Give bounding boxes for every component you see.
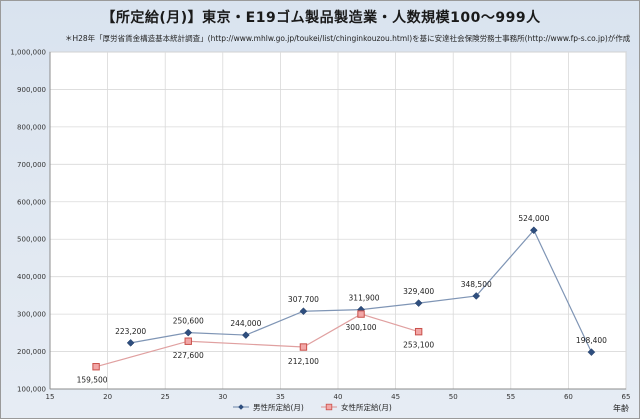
data-label: 311,900 [349, 294, 380, 303]
y-tick-label: 300,000 [17, 311, 46, 319]
data-label: 159,500 [77, 376, 108, 385]
x-tick-label: 60 [564, 393, 573, 401]
x-tick-label: 30 [218, 393, 227, 401]
data-label: 307,700 [288, 295, 319, 304]
x-tick-label: 35 [276, 393, 285, 401]
data-label: 198,400 [576, 336, 607, 345]
legend-marker-female [325, 403, 333, 411]
data-label: 227,600 [173, 351, 204, 360]
data-point-male [472, 292, 481, 300]
data-point-male [299, 307, 308, 316]
data-point-female [414, 327, 423, 336]
x-tick-label: 50 [449, 393, 458, 401]
x-tick-label: 45 [391, 393, 400, 401]
data-point-male [529, 226, 538, 235]
data-label: 300,100 [346, 323, 377, 332]
data-point-female [92, 363, 100, 371]
data-label: 348,500 [461, 280, 492, 289]
y-tick-label: 500,000 [17, 236, 46, 244]
x-tick-label: 15 [46, 393, 55, 401]
x-tick-label: 25 [161, 393, 170, 401]
data-label: 524,000 [518, 214, 549, 223]
y-tick-label: 1,000,000 [10, 49, 46, 57]
data-point-female [184, 337, 192, 345]
y-tick-label: 700,000 [17, 161, 46, 169]
legend-marker-male [238, 404, 244, 410]
y-tick-label: 400,000 [17, 273, 46, 281]
data-point-female [357, 310, 365, 318]
data-point-male [414, 299, 423, 307]
data-label: 212,100 [288, 357, 319, 366]
data-label: 329,400 [403, 287, 434, 296]
chart-subtitle: ＊H28年「厚労省賃金構造基本統計調査」(http://www.mhlw.go.… [65, 34, 631, 43]
x-tick-label: 65 [622, 393, 631, 401]
x-tick-label: 20 [103, 393, 112, 401]
legend-label: 男性所定給(月) [253, 402, 304, 412]
data-label: 244,000 [230, 319, 261, 328]
legend-label: 女性所定給(月) [341, 402, 392, 412]
x-tick-label: 40 [334, 393, 343, 401]
data-point-male [184, 328, 193, 337]
data-point-male [241, 331, 250, 339]
y-tick-label: 100,000 [17, 386, 46, 394]
y-tick-label: 900,000 [17, 86, 46, 94]
y-tick-label: 600,000 [17, 198, 46, 206]
data-label: 250,600 [173, 317, 204, 326]
x-tick-label: 55 [506, 393, 515, 401]
y-tick-label: 200,000 [17, 348, 46, 356]
data-label: 223,200 [115, 327, 146, 336]
data-point-male [587, 348, 596, 357]
chart-title: 【所定給(月)】東京・E19ゴム製品製造業・人数規模100～999人 [101, 10, 541, 26]
y-tick-label: 800,000 [17, 123, 46, 131]
data-label: 253,100 [403, 341, 434, 350]
data-point-female [299, 343, 308, 351]
x-axis-title: 年齢 [613, 403, 629, 413]
data-point-male [126, 339, 135, 347]
